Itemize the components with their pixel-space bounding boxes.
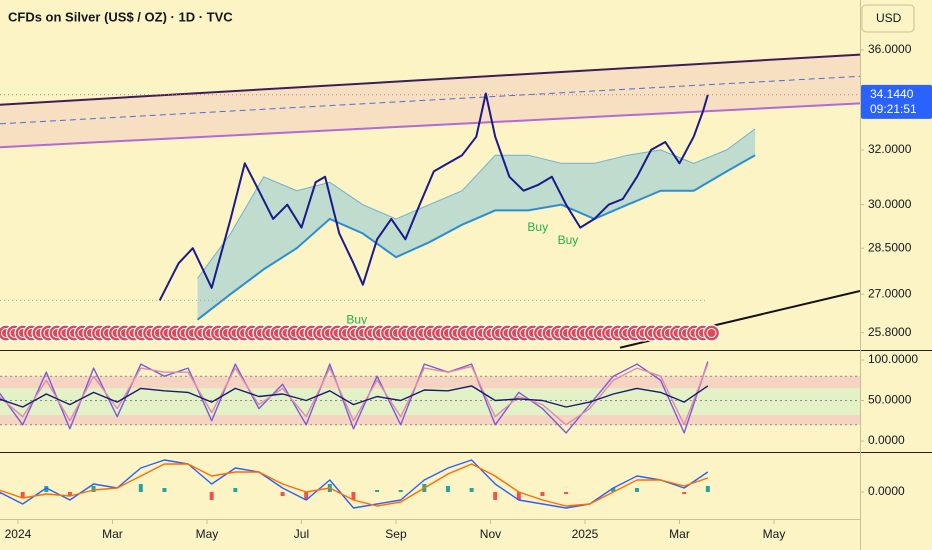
histogram-bar — [280, 492, 285, 496]
annotation: Buy — [346, 312, 367, 326]
histogram-bar — [516, 492, 521, 500]
histogram-bar — [162, 488, 167, 492]
series-line — [0, 385, 709, 408]
event-markers — [0, 324, 721, 342]
trend-line — [0, 102, 860, 149]
histogram-bar — [209, 492, 214, 500]
x-tick-label: Mar — [669, 527, 690, 541]
histogram-bar — [351, 492, 356, 500]
histogram-bar — [233, 488, 238, 492]
cloud-upper — [197, 128, 756, 279]
series-line — [0, 361, 709, 434]
series-line — [158, 92, 709, 301]
pane — [0, 459, 710, 509]
histogram-bar — [398, 490, 403, 492]
x-tick-label: Sep — [385, 527, 407, 541]
last-price-box — [861, 84, 932, 119]
y-tick-label: 25.8000 — [868, 325, 912, 339]
event-marker-ring — [706, 328, 717, 338]
annotation: Buy — [558, 233, 579, 247]
last-price-label: 34.1440 — [870, 87, 914, 101]
y-tick-label: 0.0000 — [868, 484, 905, 498]
currency: USD — [876, 11, 902, 25]
histogram-bar — [375, 490, 380, 492]
x-tick-label: May — [763, 527, 786, 541]
pane: Buy Buy Buy — [0, 53, 860, 349]
histogram-bar — [67, 492, 72, 496]
histogram-bar — [540, 492, 545, 496]
band — [0, 415, 860, 425]
band — [0, 376, 860, 389]
currency-box[interactable] — [861, 4, 915, 33]
x-tick-label: 2025 — [572, 527, 599, 541]
histogram-bar — [304, 492, 309, 500]
chart-title: CFDs on Silver (US$ / OZ) · 1D · TVC — [8, 9, 233, 24]
band — [0, 388, 860, 416]
histogram-bar — [634, 488, 639, 492]
histogram-bar — [705, 486, 710, 492]
annotation: Buy — [527, 220, 548, 234]
y-tick-label: 36.0000 — [868, 42, 912, 56]
histogram-bar — [564, 492, 569, 494]
y-tick-label: 32.0000 — [868, 142, 912, 156]
x-tick-label: Nov — [480, 527, 501, 541]
channel-fill — [0, 54, 860, 148]
event-marker — [702, 324, 721, 342]
x-tick-label: Jul — [294, 527, 309, 541]
histogram-bar — [611, 488, 616, 492]
histogram-bar — [138, 484, 143, 492]
pane — [0, 361, 860, 434]
histogram-bar — [682, 492, 687, 494]
y-tick-label: 30.0000 — [868, 197, 912, 211]
histogram-bar — [493, 492, 498, 500]
histogram-bar — [44, 486, 49, 492]
countdown: 09:21:51 — [870, 102, 917, 116]
histogram-bar — [91, 486, 96, 492]
histogram-bar — [445, 486, 450, 492]
y-tick-label: 50.0000 — [868, 393, 912, 407]
y-tick-label: 0.0000 — [868, 433, 905, 447]
cloud-fill — [197, 128, 756, 320]
histogram-bar — [20, 492, 25, 498]
x-tick-label: Mar — [102, 527, 123, 541]
y-tick-label: 27.0000 — [868, 286, 912, 300]
trend-line — [0, 53, 860, 106]
trend-line — [0, 75, 860, 125]
y-tick-label: 100.0000 — [868, 352, 918, 366]
x-tick-label: 2024 — [5, 527, 32, 541]
series-line — [0, 463, 709, 507]
series-line — [0, 363, 709, 426]
cloud-lower — [196, 154, 756, 321]
x-tick-label: May — [196, 527, 219, 541]
plot-area: Buy Buy Buy 36.0000 32.0000 30.0000 28.5000 27.… — [0, 42, 932, 541]
y-tick-label: 28.5000 — [868, 240, 912, 254]
histogram-bar — [469, 488, 474, 492]
